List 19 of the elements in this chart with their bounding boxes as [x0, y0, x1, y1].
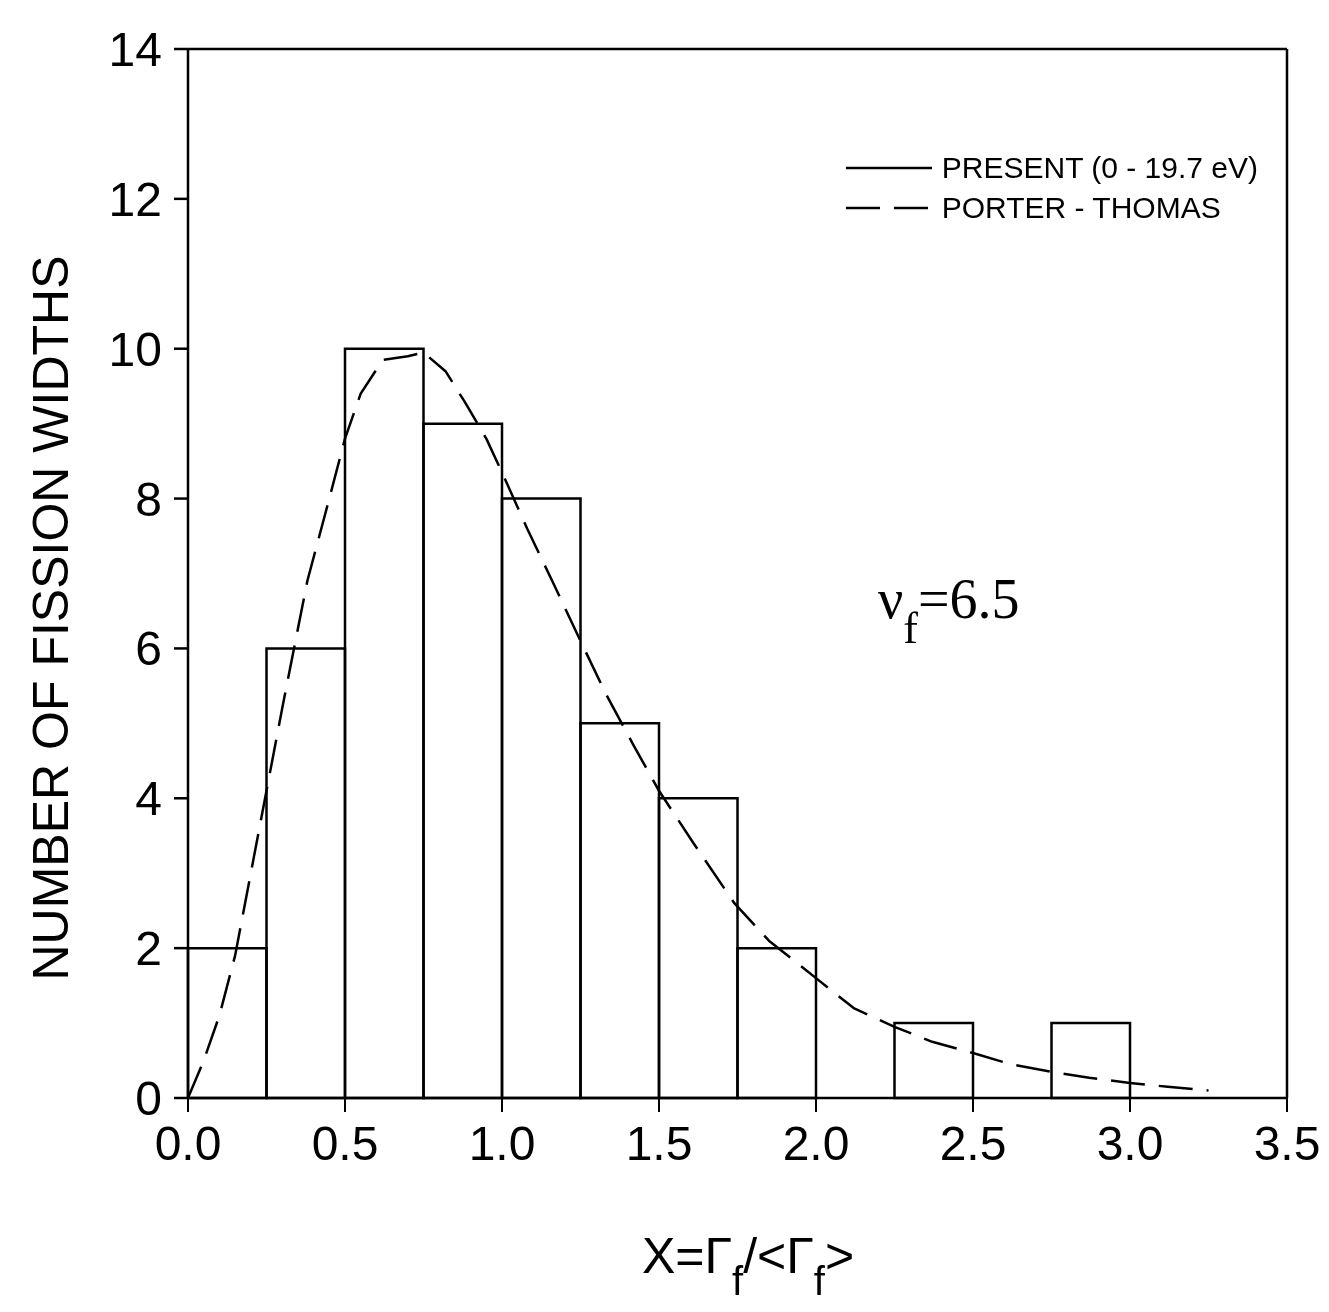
- y-tick-label: 10: [108, 322, 162, 376]
- x-tick-label: 3.0: [1096, 1117, 1164, 1171]
- x-tick-label: 1.0: [468, 1117, 536, 1171]
- y-tick-label: 2: [135, 922, 162, 976]
- y-axis-title: NUMBER OF FISSION WIDTHS: [23, 255, 79, 981]
- x-tick-label: 2.5: [939, 1117, 1007, 1171]
- annotation: ν$_{f}$=6.5: [878, 568, 1020, 653]
- x-tick-label: 2.0: [782, 1117, 850, 1171]
- x-tick-label: 0.5: [311, 1117, 379, 1171]
- x-axis-title: X=Γ$_{f}$/<Γ$_{f}$>: [641, 1228, 855, 1303]
- y-tick-label: 8: [135, 472, 162, 526]
- legend-label: PORTER - THOMAS: [941, 191, 1221, 225]
- y-tick-label: 14: [108, 23, 162, 77]
- x-tick-label: 3.5: [1253, 1117, 1321, 1171]
- y-tick-label: 12: [108, 172, 162, 226]
- y-tick-label: 4: [135, 772, 162, 826]
- y-tick-label: 6: [135, 622, 162, 676]
- legend-label: PRESENT (0 - 19.7 eV): [941, 151, 1258, 185]
- x-tick-label: 1.5: [625, 1117, 693, 1171]
